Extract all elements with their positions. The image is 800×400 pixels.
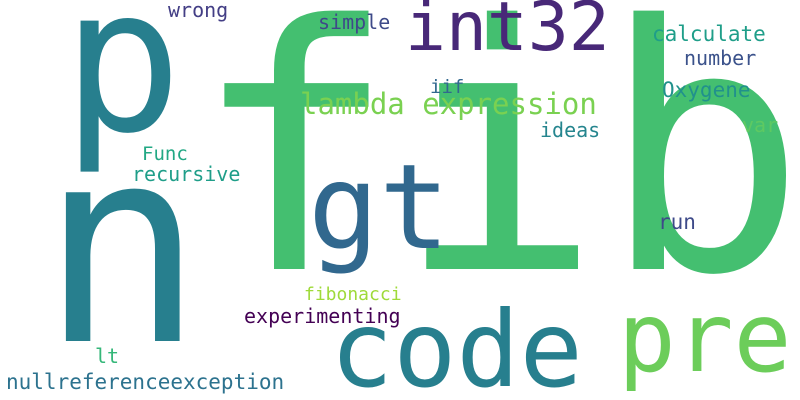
word-simple: simple (318, 10, 391, 34)
word-oxygene: Oxygene (662, 78, 751, 102)
word-fibonacci: fibonacci (304, 284, 402, 305)
word-lambda-expression: lambda expression (300, 87, 597, 121)
word-n: n (40, 90, 204, 400)
word-pre: pre (618, 282, 792, 394)
word-fib: fib (192, 0, 800, 350)
word-wrong: wrong (168, 0, 229, 22)
word-ideas: ideas (540, 118, 601, 142)
word-recursive: recursive (132, 162, 241, 186)
word-var: var (742, 113, 779, 137)
word-iif: iif (430, 76, 465, 98)
word-experimenting: experimenting (244, 304, 401, 328)
word-int32: int32 (405, 0, 610, 67)
word-code: code (330, 289, 583, 400)
word-lt: lt (95, 344, 120, 368)
word-number: number (684, 46, 757, 70)
word-p: p (62, 0, 183, 178)
word-run: run (658, 210, 696, 234)
word-gt: gt (308, 138, 451, 276)
word-calculate: calculate (652, 22, 766, 46)
word-nullreferenceexception: nullreferenceexception (6, 370, 285, 394)
word-func: Func (142, 143, 188, 165)
